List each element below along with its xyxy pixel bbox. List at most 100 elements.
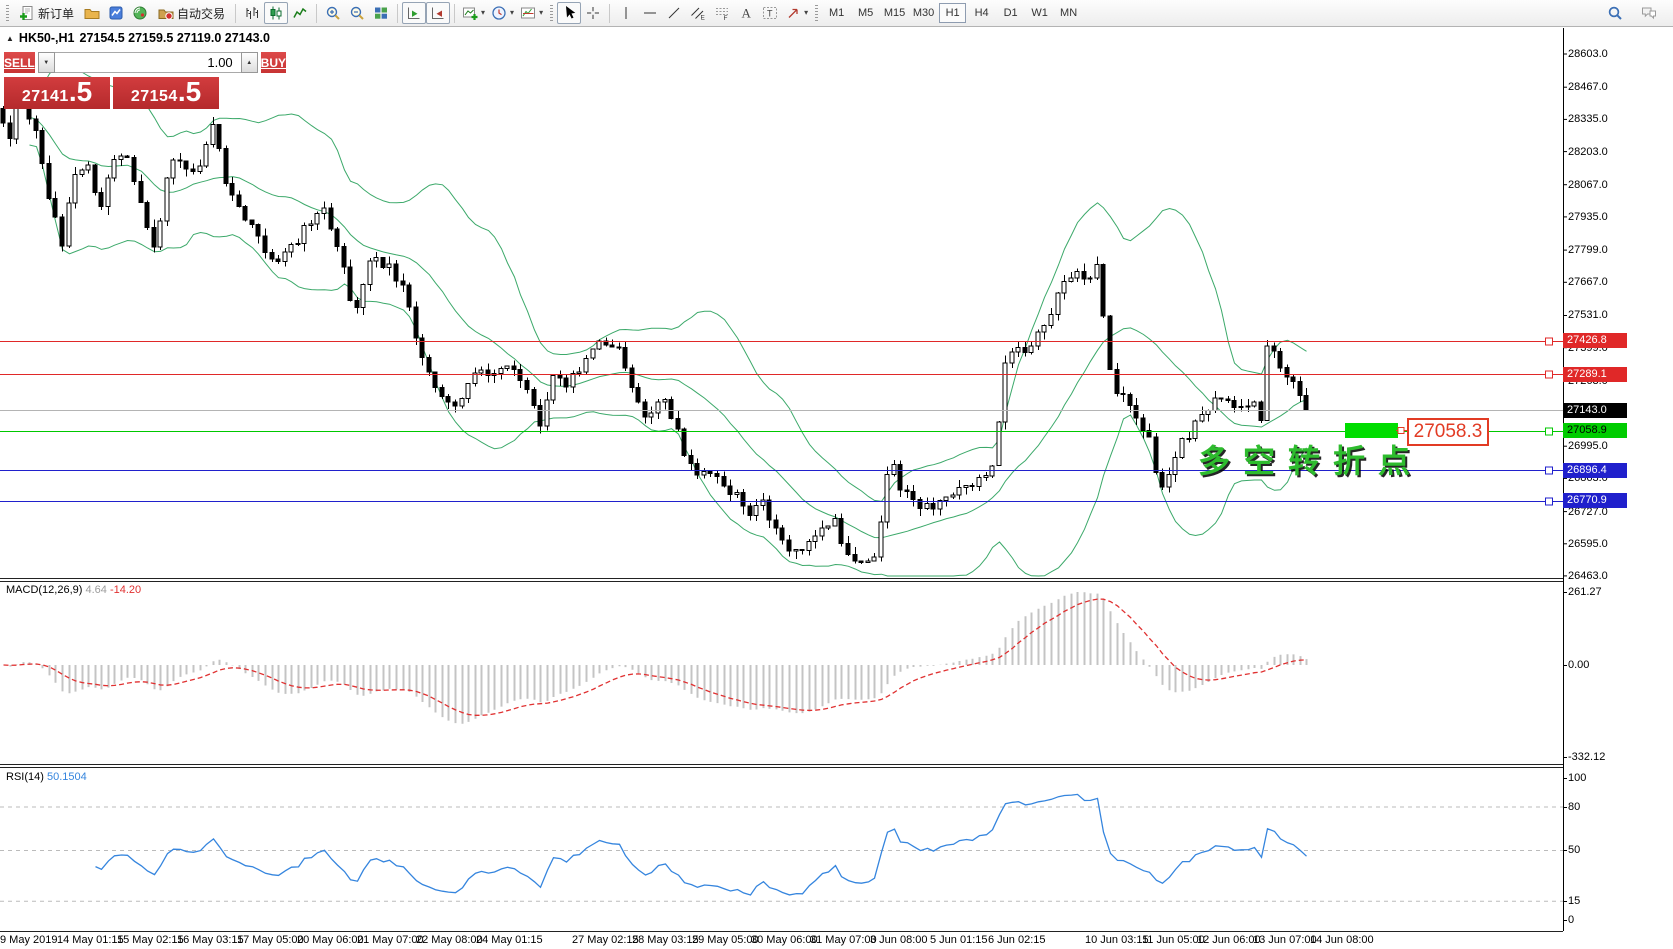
line-anchor-handle[interactable] — [1545, 337, 1553, 346]
line-anchor-handle[interactable] — [1545, 497, 1553, 506]
candle-body — [269, 251, 275, 260]
candle-body — [229, 183, 235, 196]
trend-line-button[interactable] — [662, 2, 686, 24]
candle-body — [249, 219, 255, 225]
tile-windows-button[interactable] — [369, 2, 393, 24]
zoom-in-button[interactable] — [321, 2, 345, 24]
tile-windows-icon — [373, 5, 389, 21]
time-axis-label: 24 May 01:15 — [476, 934, 543, 946]
candle-body — [223, 147, 229, 184]
cursor-button[interactable] — [557, 2, 582, 24]
candle-body — [255, 223, 261, 237]
news-button[interactable] — [128, 2, 152, 24]
zoom-out-button[interactable] — [345, 2, 369, 24]
toolbar-drag-handle[interactable] — [550, 5, 554, 21]
candle-body — [203, 144, 209, 167]
timeframe-mn-button[interactable]: MN — [1060, 7, 1078, 19]
candle-body — [1146, 430, 1152, 438]
timeframe-d1-button[interactable]: D1 — [1003, 7, 1018, 19]
candle-body — [655, 401, 661, 414]
candle-body — [1245, 405, 1251, 408]
indicators-button[interactable]: ▾ — [459, 2, 488, 24]
indicators-dropdown-caret[interactable]: ▾ — [481, 8, 486, 17]
candlestick-chart-icon — [268, 5, 284, 21]
new-order-button[interactable]: 新订单 — [13, 2, 80, 24]
candle-body — [950, 494, 956, 498]
candle-body — [275, 258, 281, 263]
text-button[interactable]: A — [734, 2, 758, 24]
volume-decrease-button[interactable]: ▼ — [37, 52, 55, 73]
rsi-indicator-label: RSI(14) 50.1504 — [6, 771, 87, 783]
one-click-panel-toggle[interactable]: ▲ — [6, 33, 14, 43]
periods-dropdown-caret[interactable]: ▾ — [510, 8, 515, 17]
line-anchor-handle[interactable] — [1545, 370, 1553, 379]
horizontal-line-button[interactable] — [638, 2, 662, 24]
volume-increase-button[interactable]: ▲ — [240, 52, 258, 73]
arrows-dropdown-caret[interactable]: ▾ — [804, 8, 809, 17]
timeframe-m1-button[interactable]: M1 — [828, 7, 845, 19]
candle-body — [190, 168, 196, 172]
candle-body — [779, 527, 785, 541]
search-button[interactable] — [1603, 2, 1627, 24]
chart-shift-button[interactable] — [426, 2, 451, 24]
vertical-line-button[interactable] — [614, 2, 638, 24]
timeframe-h1-button[interactable]: H1 — [939, 3, 967, 23]
market-watch-button[interactable] — [104, 2, 128, 24]
candle-body — [668, 398, 674, 419]
price-tag: 27289.1 — [1563, 366, 1627, 382]
line-anchor-handle[interactable] — [1545, 427, 1553, 436]
bollinger-upper-band[interactable] — [29, 58, 1307, 502]
candle-body — [694, 463, 700, 476]
price-axis-label: 27799.0 — [1568, 244, 1608, 257]
chinese-annotation[interactable]: 多空转折点 — [1198, 443, 1424, 479]
sell-price-display[interactable]: 27141.5 — [4, 77, 110, 109]
auto-scroll-button[interactable] — [402, 2, 427, 24]
fibonacci-button[interactable]: F — [710, 2, 734, 24]
callout-connector — [1396, 427, 1407, 434]
timeframe-w1-button[interactable]: W1 — [1031, 7, 1048, 19]
price-callout-label[interactable]: 27058.3 — [1407, 418, 1489, 446]
macd-signal-line — [3, 598, 1307, 716]
toolbar-drag-handle[interactable] — [815, 5, 819, 21]
candle-body — [504, 365, 510, 369]
templates-button[interactable]: ▾ — [517, 2, 546, 24]
timeframe-m15-button[interactable]: M15 — [883, 7, 906, 19]
bollinger-lower-band[interactable] — [29, 144, 1307, 577]
candle-body — [1140, 417, 1146, 432]
zoom-in-icon — [325, 5, 341, 21]
line-chart-button[interactable] — [288, 2, 312, 24]
candle-body — [144, 201, 150, 228]
highlight-rectangle[interactable] — [1345, 423, 1398, 438]
chat-button[interactable] — [1637, 2, 1661, 24]
auto-trading-button[interactable]: 自动交易 — [152, 2, 231, 24]
candle-body — [524, 380, 530, 390]
bar-chart-button[interactable] — [240, 2, 264, 24]
periods-button[interactable]: ▾ — [488, 2, 517, 24]
text-label-button[interactable]: T — [758, 2, 782, 24]
price-axis-label: 26995.0 — [1568, 440, 1608, 453]
line-anchor-handle[interactable] — [1545, 466, 1553, 475]
profiles-button[interactable] — [80, 2, 104, 24]
crosshair-button[interactable] — [581, 2, 605, 24]
sell-button[interactable]: SELL — [4, 52, 35, 73]
equidistant-channel-button[interactable]: E — [686, 2, 710, 24]
chat-icon — [1641, 5, 1657, 21]
templates-dropdown-caret[interactable]: ▾ — [539, 8, 544, 17]
buy-button[interactable]: BUY — [260, 52, 287, 73]
candle-body — [301, 225, 307, 245]
cursor-icon — [561, 5, 577, 21]
volume-input[interactable] — [54, 52, 241, 73]
timeframe-m30-button[interactable]: M30 — [912, 7, 935, 19]
candle-body — [884, 474, 890, 523]
buy-price-display[interactable]: 27154.5 — [113, 77, 219, 109]
price-axis-label: 26595.0 — [1568, 537, 1608, 550]
time-axis-label: 6 Jun 02:15 — [988, 934, 1046, 946]
candlestick-chart-button[interactable] — [264, 2, 289, 24]
bollinger-middle-band[interactable] — [29, 116, 1307, 539]
toolbar-drag-handle[interactable] — [6, 5, 9, 21]
arrows-button[interactable]: ▾ — [782, 2, 811, 24]
timeframe-h4-button[interactable]: H4 — [974, 7, 989, 19]
candle-body — [105, 177, 111, 208]
timeframe-m5-button[interactable]: M5 — [857, 7, 874, 19]
